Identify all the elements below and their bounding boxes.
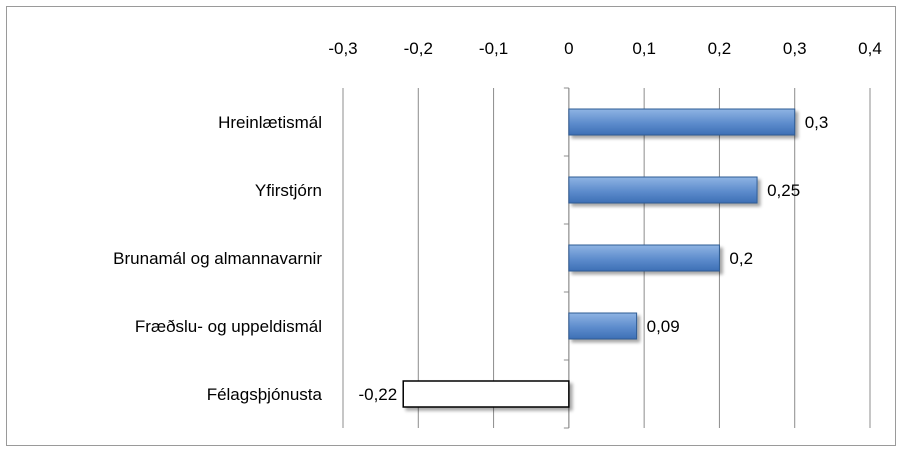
- category-label: Yfirstjórn: [255, 181, 322, 200]
- data-label: 0,3: [805, 113, 829, 132]
- category-label: Hreinlætismál: [218, 113, 322, 132]
- data-label: 0,2: [729, 249, 753, 268]
- data-labels: 0,3 0,25 0,2 0,09 -0,22: [358, 113, 828, 404]
- data-label: 0,09: [647, 317, 680, 336]
- category-labels: Hreinlætismál Yfirstjórn Brunamál og alman…: [113, 113, 322, 404]
- bar: [568, 108, 796, 136]
- bars: [402, 108, 796, 408]
- x-tick-label: 0,2: [708, 39, 732, 58]
- bar: [568, 312, 638, 340]
- x-tick-label: -0,2: [404, 39, 433, 58]
- x-tick-label: -0,1: [479, 39, 508, 58]
- category-label: Brunamál og almannavarnir: [113, 249, 322, 268]
- chart-frame: [6, 6, 896, 446]
- bar: [568, 244, 720, 272]
- x-tick-label: 0: [564, 39, 573, 58]
- x-tick-label: -0,3: [328, 39, 357, 58]
- x-tick-label: 0,1: [632, 39, 656, 58]
- category-label: Fræðslu- og uppeldismál: [135, 317, 322, 336]
- category-axis: [563, 87, 570, 429]
- x-tick-label: 0,3: [783, 39, 807, 58]
- x-tick-label: 0,4: [858, 39, 882, 58]
- x-tick-labels: -0,3 -0,2 -0,1 0 0,1 0,2 0,3 0,4: [328, 39, 881, 58]
- bar: [402, 380, 570, 408]
- data-label: -0,22: [358, 385, 397, 404]
- category-label: Félagsþjónusta: [207, 385, 323, 404]
- data-label: 0,25: [767, 181, 800, 200]
- bar: [568, 176, 758, 204]
